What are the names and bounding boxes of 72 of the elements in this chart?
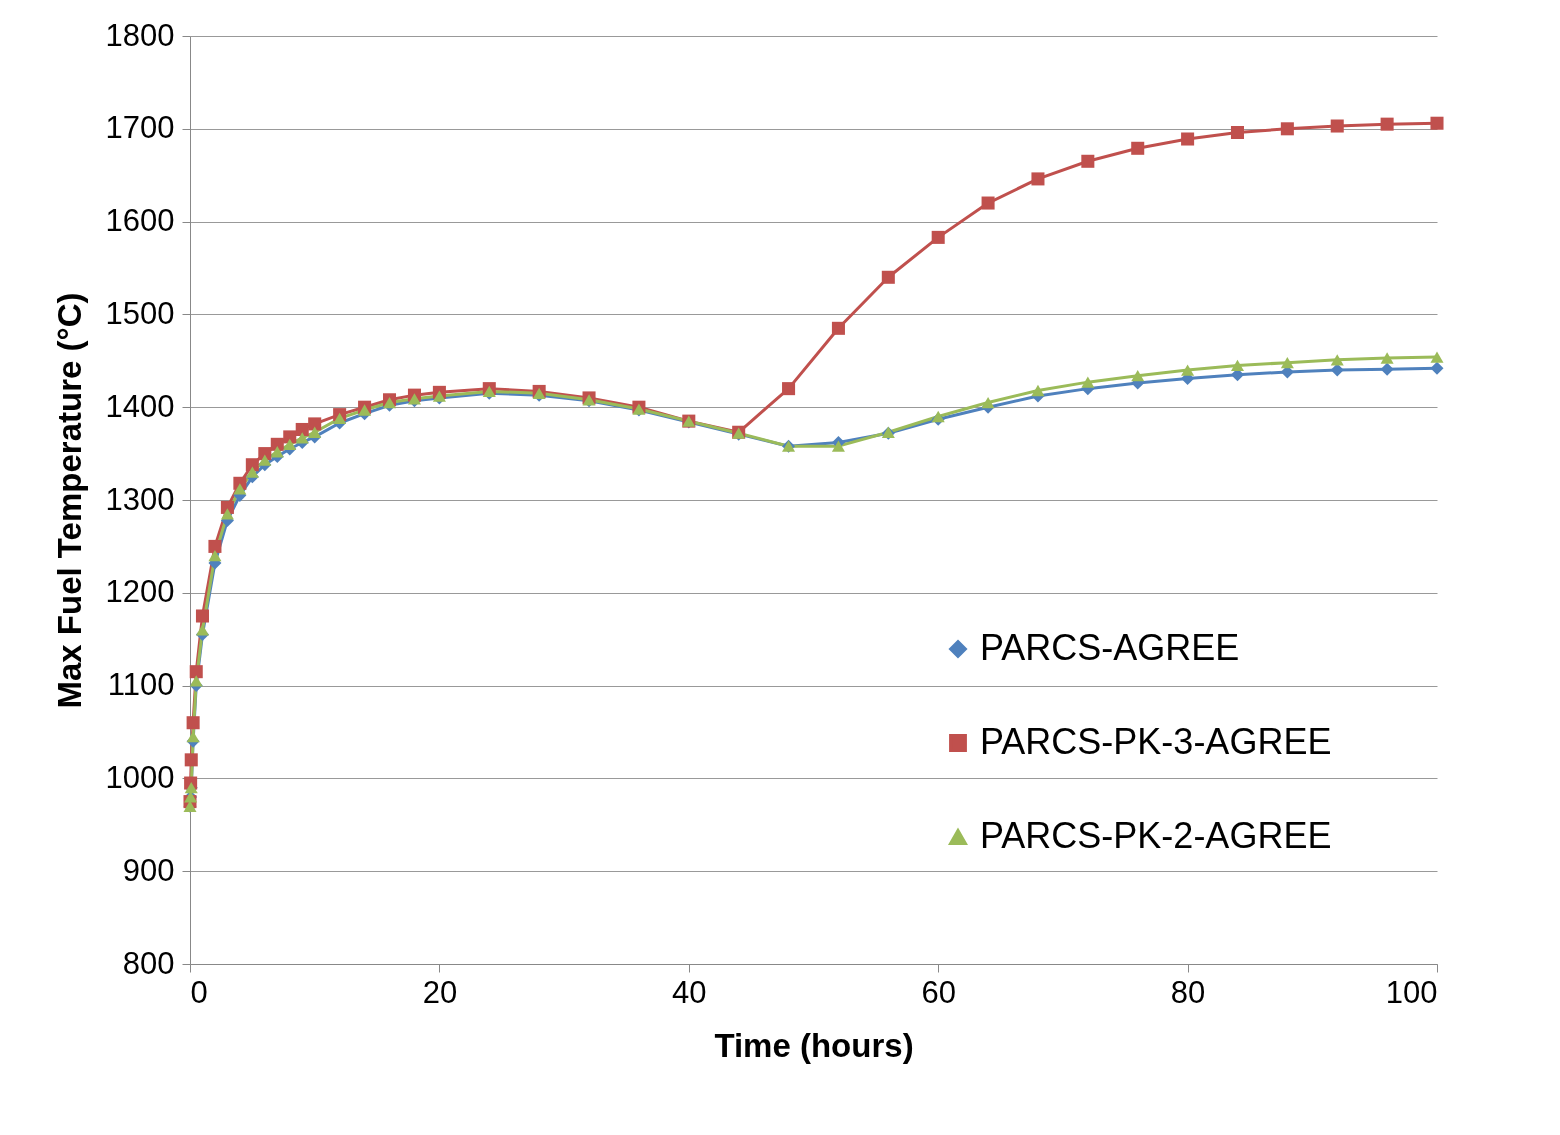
y-tick-label: 1500 [105, 295, 175, 331]
point [220, 508, 234, 520]
y-tick-label: 1600 [105, 203, 175, 239]
point [881, 270, 895, 284]
point [308, 426, 322, 438]
point [245, 458, 259, 472]
point [245, 466, 259, 478]
point [1430, 361, 1444, 375]
point [258, 454, 272, 466]
x-axis-title: Time (hours) [714, 1026, 914, 1064]
point [831, 440, 845, 452]
point [981, 396, 995, 409]
y-tick-label: 1700 [105, 110, 175, 146]
x-tick-label: 100 [1385, 974, 1438, 1010]
y-tick-label: 1100 [107, 667, 175, 703]
x-tick-label: 20 [422, 974, 458, 1010]
point [1081, 154, 1095, 168]
x-tick-label: 40 [672, 974, 707, 1010]
y-tick-label: 1300 [105, 481, 175, 517]
point [1131, 141, 1145, 155]
point [1181, 132, 1195, 146]
y-tick-label: 1000 [105, 759, 175, 795]
point [1380, 117, 1394, 131]
y-axis-title: Max Fuel Temperature (°C) [50, 292, 88, 709]
point [208, 550, 222, 562]
point [283, 430, 297, 444]
legend-label: PARCS-PK-3-AGREE [980, 721, 1332, 762]
point [1330, 363, 1344, 377]
y-tick-label: 900 [122, 852, 175, 888]
point [295, 422, 309, 436]
point [1330, 119, 1344, 133]
point [1181, 364, 1195, 376]
point [195, 624, 209, 636]
point [1280, 357, 1294, 369]
point [189, 665, 203, 679]
point [1430, 116, 1444, 130]
point [1430, 351, 1444, 363]
point [931, 230, 945, 244]
point [195, 609, 209, 623]
y-tick-label: 1200 [105, 574, 175, 610]
point [333, 412, 347, 424]
point [831, 321, 845, 335]
point [1230, 359, 1244, 372]
y-tick-label: 1800 [105, 17, 175, 53]
point [1081, 376, 1095, 388]
point [1280, 122, 1294, 136]
point [189, 675, 203, 687]
point [1031, 172, 1045, 186]
y-tick-label: 800 [122, 945, 175, 981]
point [1380, 362, 1394, 376]
point [283, 438, 297, 450]
legend-label: PARCS-AGREE [980, 627, 1240, 668]
point [782, 382, 796, 396]
point [270, 446, 284, 458]
point [184, 753, 198, 767]
point [1230, 125, 1244, 140]
point [1131, 370, 1145, 382]
point [186, 716, 200, 730]
point [358, 404, 372, 416]
point [308, 417, 322, 431]
point [1380, 352, 1394, 364]
x-tick-label: 0 [190, 974, 208, 1010]
point [1031, 384, 1045, 397]
point [208, 539, 222, 553]
x-tick-label: 60 [921, 974, 956, 1010]
legend-label: PARCS-PK-2-AGREE [980, 815, 1332, 856]
point [233, 483, 247, 495]
point [295, 432, 309, 444]
point [981, 196, 995, 210]
x-tick-label: 80 [1170, 974, 1206, 1010]
y-tick-label: 1400 [105, 388, 175, 424]
point [1330, 354, 1344, 366]
